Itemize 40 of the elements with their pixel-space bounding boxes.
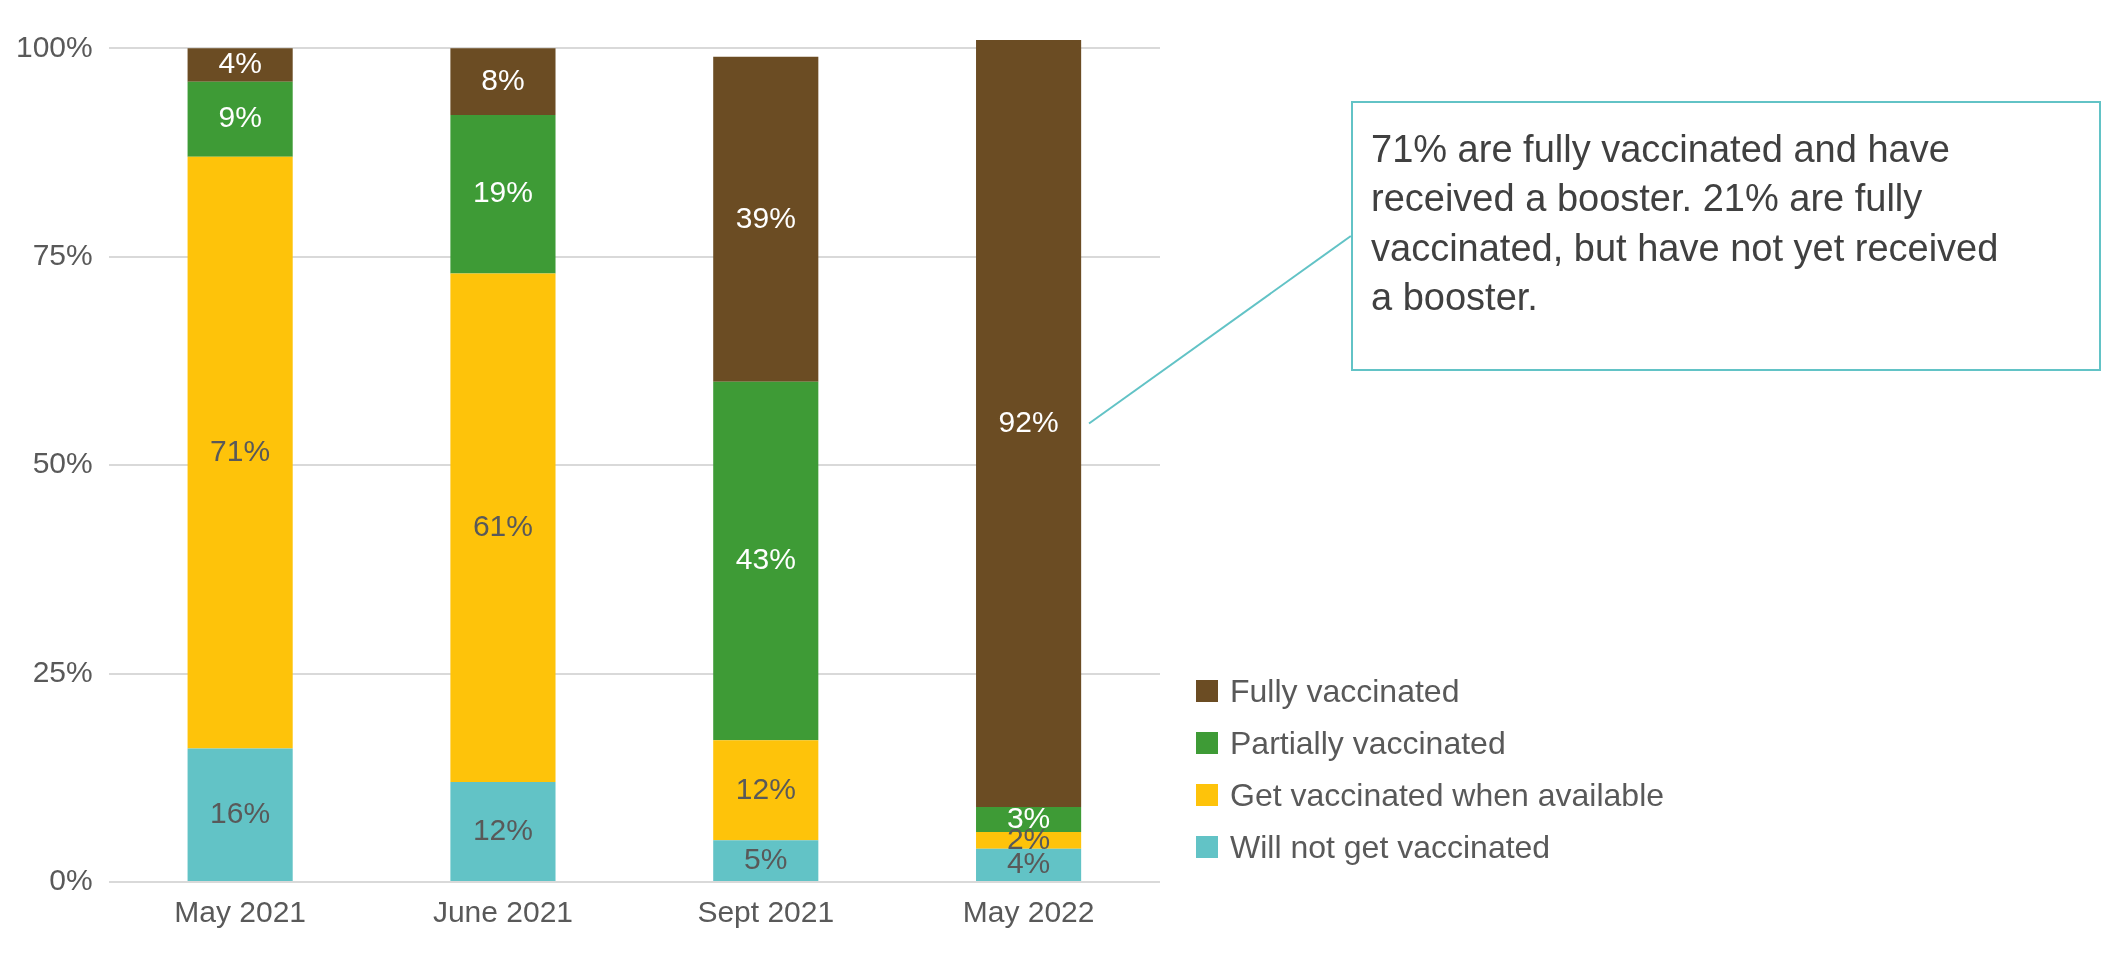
y-tick-label: 0% bbox=[49, 863, 93, 897]
data-label: 8% bbox=[481, 62, 525, 96]
data-label: 43% bbox=[735, 542, 796, 576]
data-label: 16% bbox=[210, 796, 271, 830]
x-tick-label: Sept 2021 bbox=[697, 895, 835, 929]
y-tick-label: 100% bbox=[15, 29, 93, 63]
bar bbox=[187, 748, 293, 881]
data-label: 61% bbox=[472, 508, 533, 542]
data-label: 92% bbox=[998, 404, 1059, 438]
data-label: 39% bbox=[735, 200, 796, 234]
y-tick-label: 75% bbox=[32, 238, 93, 272]
y-tick-label: 50% bbox=[32, 446, 93, 480]
bar bbox=[713, 56, 819, 382]
legend-label: Fully vaccinated bbox=[1230, 672, 1460, 710]
data-label: 4% bbox=[218, 46, 262, 80]
bar bbox=[713, 381, 819, 741]
bar bbox=[450, 48, 556, 116]
x-tick-label: June 2021 bbox=[432, 895, 574, 929]
bar bbox=[450, 273, 556, 782]
bar bbox=[976, 40, 1082, 807]
data-label: 12% bbox=[735, 771, 796, 805]
bar bbox=[187, 81, 293, 157]
y-tick-label: 25% bbox=[32, 654, 93, 688]
legend-label: Partially vaccinated bbox=[1230, 724, 1506, 762]
bar bbox=[713, 840, 819, 881]
bar bbox=[187, 156, 293, 749]
data-label: 12% bbox=[472, 812, 533, 846]
data-label: 9% bbox=[218, 100, 262, 134]
legend-label: Get vaccinated when available bbox=[1230, 776, 1665, 814]
legend-label: Will not get vaccinated bbox=[1230, 828, 1551, 866]
x-tick-label: May 2021 bbox=[174, 895, 307, 929]
bar bbox=[450, 115, 556, 274]
text: 71% are fully vaccinated and have received a booster. 21% are fully vaccinated, but have not yet received a booster. bbox=[1371, 127, 2000, 321]
x-tick-label: May 2022 bbox=[962, 895, 1095, 929]
data-label: 5% bbox=[744, 841, 788, 875]
data-label: 71% bbox=[210, 433, 271, 467]
bar bbox=[187, 48, 293, 82]
bar bbox=[713, 740, 819, 841]
bar bbox=[450, 781, 556, 881]
data-label: 19% bbox=[472, 175, 533, 209]
